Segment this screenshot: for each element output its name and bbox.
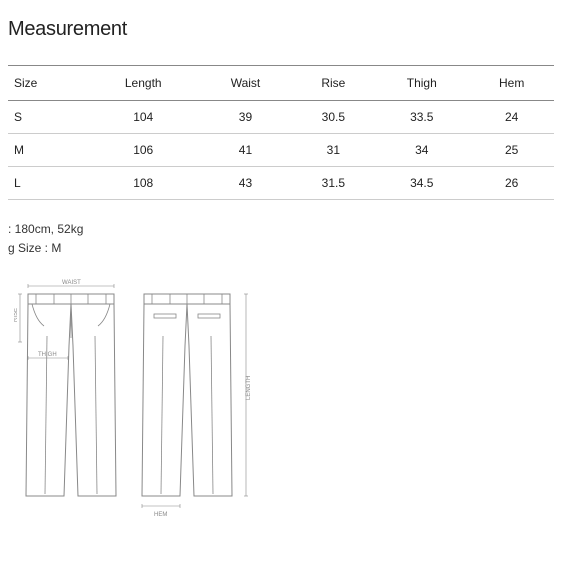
cell: 26 [469,167,554,200]
cell: 106 [88,134,198,167]
label-length: LENGTH [246,376,252,400]
cell: 41 [198,134,292,167]
cell: 31 [293,134,375,167]
cell: 30.5 [293,101,375,134]
pants-back-icon [142,294,232,496]
label-hem: HEM [154,512,167,518]
cell: 104 [88,101,198,134]
cell: 43 [198,167,292,200]
cell: 31.5 [293,167,375,200]
table-row: M 106 41 31 34 25 [8,134,554,167]
model-size: g Size : M [8,239,554,258]
cell: 25 [469,134,554,167]
label-rise: RISE [14,308,19,322]
cell: L [8,167,88,200]
measurement-table: Size Length Waist Rise Thigh Hem S 104 3… [8,65,554,200]
model-info: : 180cm, 52kg g Size : M [8,220,554,258]
table-row: L 108 43 31.5 34.5 26 [8,167,554,200]
model-height-weight: : 180cm, 52kg [8,220,554,239]
cell: 34.5 [374,167,469,200]
col-length: Length [88,66,198,101]
table-row: S 104 39 30.5 33.5 24 [8,101,554,134]
cell: 24 [469,101,554,134]
pants-front-icon [26,294,116,496]
cell: 108 [88,167,198,200]
table-header-row: Size Length Waist Rise Thigh Hem [8,66,554,101]
label-waist: WAIST [62,280,81,286]
cell: 39 [198,101,292,134]
pants-diagram: WAIST RISE THIGH LENGTH HEM [14,276,554,536]
col-waist: Waist [198,66,292,101]
col-hem: Hem [469,66,554,101]
page-title: Measurement [8,18,554,41]
cell: 34 [374,134,469,167]
col-size: Size [8,66,88,101]
cell: M [8,134,88,167]
col-rise: Rise [293,66,375,101]
col-thigh: Thigh [374,66,469,101]
label-thigh: THIGH [38,352,57,358]
cell: 33.5 [374,101,469,134]
cell: S [8,101,88,134]
